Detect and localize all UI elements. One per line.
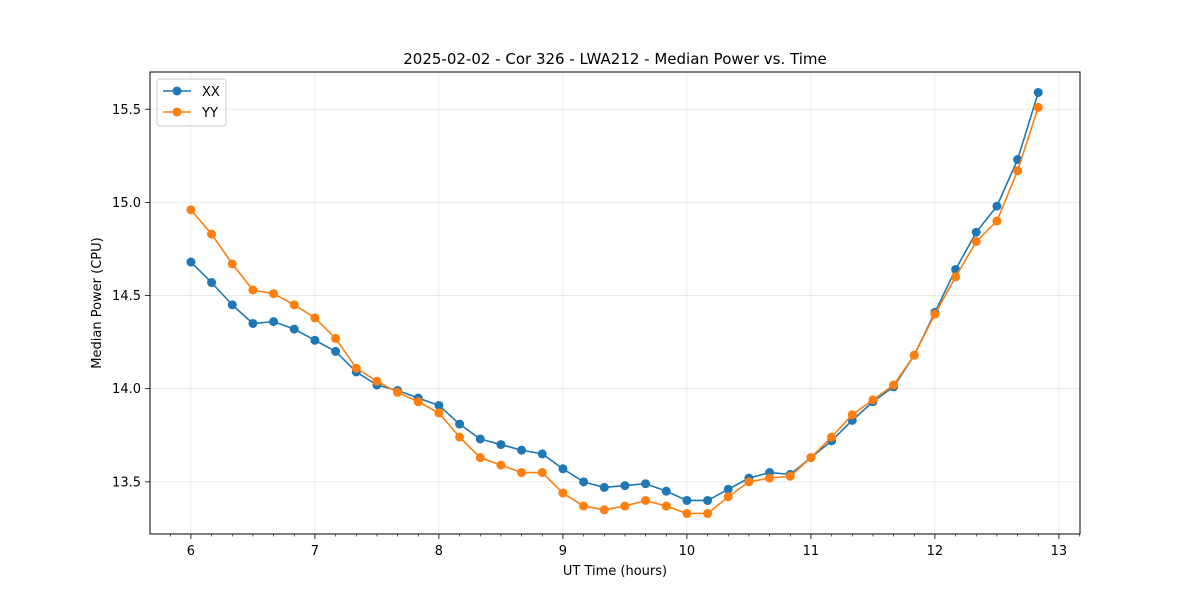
data-point-yy xyxy=(517,468,527,478)
data-point-yy xyxy=(393,387,403,397)
data-point-yy xyxy=(537,468,547,478)
data-point-xx xyxy=(475,434,485,444)
series-line-yy xyxy=(190,107,1040,515)
data-point-yy xyxy=(682,509,692,519)
legend-marker-yy xyxy=(172,107,182,117)
data-point-yy xyxy=(785,471,795,481)
x-tick-label: 8 xyxy=(435,544,443,559)
data-point-yy xyxy=(186,205,196,215)
data-point-xx xyxy=(558,464,568,474)
data-point-xx xyxy=(992,201,1002,211)
data-point-yy xyxy=(331,333,341,343)
data-point-yy xyxy=(992,216,1002,226)
x-tick-label: 10 xyxy=(679,544,696,559)
data-point-xx xyxy=(620,481,630,491)
data-point-yy xyxy=(971,237,981,247)
data-point-xx xyxy=(537,449,547,459)
data-point-yy xyxy=(930,309,940,319)
y-tick-label: 13.5 xyxy=(112,475,141,490)
y-tick-label: 15.0 xyxy=(112,196,141,211)
data-point-xx xyxy=(682,495,692,505)
data-point-yy xyxy=(475,453,485,463)
data-point-yy xyxy=(661,501,671,511)
data-point-yy xyxy=(496,460,506,470)
legend-label-xx: XX xyxy=(202,85,220,100)
x-tick-label: 13 xyxy=(1051,544,1068,559)
x-tick-label: 9 xyxy=(559,544,567,559)
data-point-yy xyxy=(289,300,299,310)
data-point-xx xyxy=(434,400,444,410)
data-point-xx xyxy=(207,278,217,288)
data-point-yy xyxy=(806,453,816,463)
data-point-xx xyxy=(331,346,341,356)
legend-marker-xx xyxy=(172,86,182,96)
data-point-yy xyxy=(703,509,713,519)
data-point-yy xyxy=(310,313,320,323)
data-point-yy xyxy=(351,363,361,373)
y-axis-label: Median Power (CPU) xyxy=(90,237,105,368)
x-tick-label: 6 xyxy=(187,544,195,559)
data-point-yy xyxy=(868,395,878,405)
data-point-yy xyxy=(434,408,444,418)
data-point-yy xyxy=(827,432,837,442)
data-point-yy xyxy=(269,289,279,299)
data-point-xx xyxy=(703,495,713,505)
data-point-xx xyxy=(971,227,981,237)
data-point-yy xyxy=(558,488,568,498)
data-point-yy xyxy=(765,473,775,483)
data-point-yy xyxy=(1033,102,1043,112)
data-point-yy xyxy=(207,229,217,239)
data-point-yy xyxy=(372,376,382,386)
data-point-yy xyxy=(227,259,237,269)
data-point-yy xyxy=(847,410,857,420)
data-point-yy xyxy=(579,501,589,511)
y-tick-label: 14.0 xyxy=(112,382,141,397)
series-layer xyxy=(186,87,1043,519)
data-point-xx xyxy=(186,257,196,267)
data-point-xx xyxy=(641,479,651,489)
series-yy xyxy=(186,102,1043,519)
data-point-xx xyxy=(517,445,527,455)
data-point-yy xyxy=(909,350,919,360)
data-point-yy xyxy=(620,501,630,511)
data-point-yy xyxy=(723,492,733,502)
data-point-xx xyxy=(1033,87,1043,97)
data-point-xx xyxy=(289,324,299,334)
data-point-xx xyxy=(661,486,671,496)
legend: XX YY xyxy=(156,78,227,127)
data-point-yy xyxy=(889,380,899,390)
x-tick-label: 11 xyxy=(803,544,820,559)
x-tick-label: 7 xyxy=(311,544,319,559)
data-point-yy xyxy=(1013,166,1023,176)
data-point-yy xyxy=(248,285,258,295)
x-tick-label: 12 xyxy=(927,544,944,559)
data-point-xx xyxy=(723,484,733,494)
data-point-yy xyxy=(413,397,423,407)
data-point-xx xyxy=(310,335,320,345)
plot-frame xyxy=(149,71,1081,535)
data-point-xx xyxy=(496,440,506,450)
chart-title: 2025-02-02 - Cor 326 - LWA212 - Median P… xyxy=(403,50,827,68)
data-point-yy xyxy=(599,505,609,515)
x-axis: 6 7 8 9 10 11 12 13 xyxy=(169,534,1080,559)
y-tick-label: 14.5 xyxy=(112,289,141,304)
data-point-yy xyxy=(744,477,754,487)
data-point-xx xyxy=(579,477,589,487)
y-tick-label: 15.5 xyxy=(112,103,141,118)
data-point-yy xyxy=(641,495,651,505)
data-point-xx xyxy=(227,300,237,310)
x-axis-label: UT Time (hours) xyxy=(563,564,667,579)
legend-label-yy: YY xyxy=(201,106,218,121)
data-point-xx xyxy=(599,482,609,492)
data-point-yy xyxy=(951,272,961,282)
data-point-xx xyxy=(248,318,258,328)
y-axis: 13.5 14.0 14.5 15.0 15.5 xyxy=(112,103,150,490)
data-point-xx xyxy=(455,419,465,429)
data-point-yy xyxy=(455,432,465,442)
data-point-xx xyxy=(269,317,279,327)
grid xyxy=(150,72,1080,534)
